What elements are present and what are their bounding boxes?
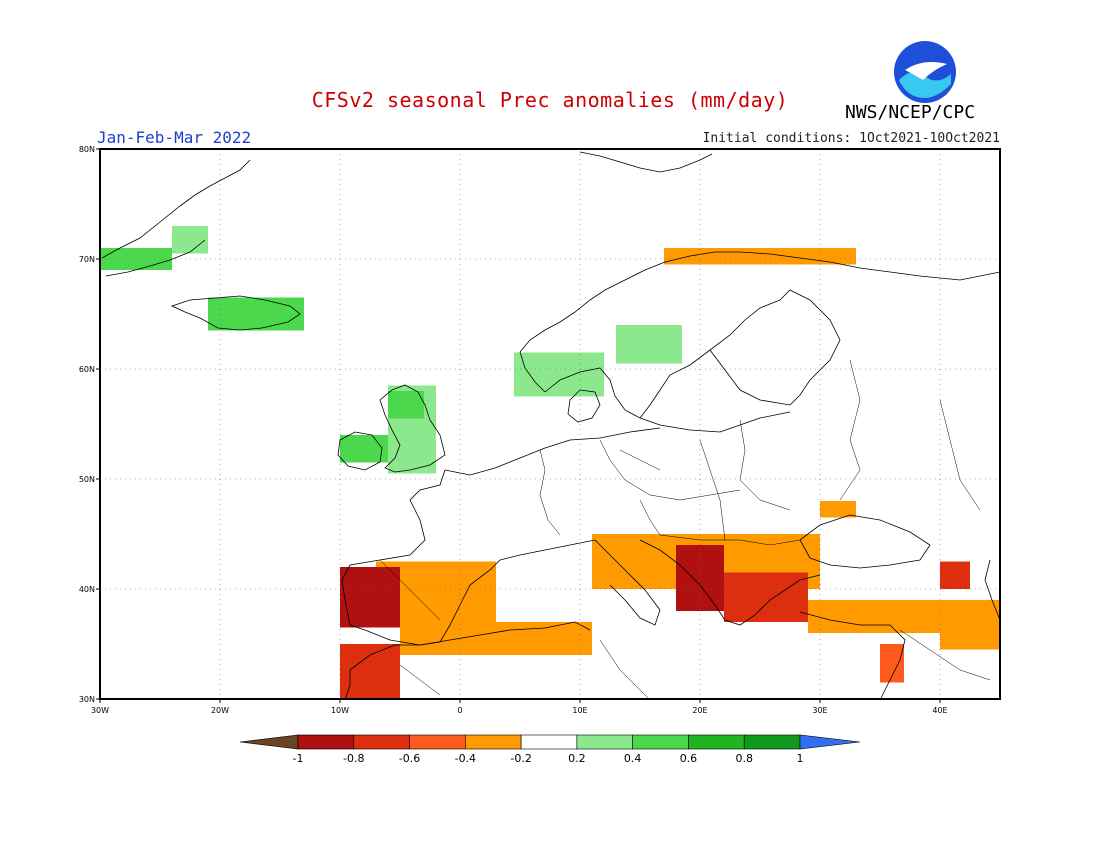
colorbar-label: 0.2 [568, 752, 586, 765]
colorbar-bin [409, 734, 466, 750]
colorbar: -1 -0.8 -0.6 -0.4 -0.2 0.2 0.4 0.6 0.8 1 [239, 734, 861, 765]
colorbar-label: 1 [797, 752, 804, 765]
lat-tick-label: 70N [79, 255, 95, 264]
colorbar-bin [632, 734, 689, 750]
lat-tick-label: 50N [79, 475, 95, 484]
anomaly-iberia-west [340, 567, 400, 628]
map-frame [99, 148, 1001, 700]
lon-tick-label: 0 [457, 706, 462, 715]
colorbar-bin [688, 734, 745, 750]
anomaly-fills [100, 226, 1000, 699]
latitude-ticks: 30N 40N 50N 60N 70N 80N [79, 145, 100, 704]
colorbar-bin [465, 734, 522, 750]
colorbar-above-arrow [799, 734, 861, 750]
anomaly-ireland [340, 435, 388, 463]
anomaly-greenland-east [172, 226, 208, 254]
map-title: CFSv2 seasonal Prec anomalies (mm/day) [311, 88, 789, 112]
anomaly-north-africa [400, 622, 592, 655]
longitude-ticks: 30W 20W 10W 0 10E 20E 30E 40E [91, 699, 948, 715]
colorbar-bin [297, 734, 355, 750]
lon-tick-label: 30W [91, 706, 109, 715]
colorbar-label: 0.6 [680, 752, 698, 765]
anomaly-middle-east-east [940, 622, 1000, 650]
agency-label: NWS/NCEP/CPC [845, 102, 976, 123]
lon-tick-label: 10E [572, 706, 587, 715]
lon-tick-label: 10W [331, 706, 349, 715]
lon-tick-label: 20E [692, 706, 707, 715]
anomaly-caucasus [940, 561, 970, 589]
colorbar-label: -1 [293, 752, 304, 765]
anomaly-iceland [208, 297, 304, 331]
lat-tick-label: 30N [79, 695, 95, 704]
colorbar-bin [353, 734, 410, 750]
anomaly-scotland [388, 391, 424, 419]
coastlines [101, 151, 1001, 701]
lat-tick-label: 80N [79, 145, 95, 154]
colorbar-below-arrow [239, 734, 299, 750]
lat-tick-label: 40N [79, 585, 95, 594]
colorbar-label: -0.6 [399, 752, 420, 765]
noaa-logo-icon [894, 41, 956, 103]
lon-tick-label: 40E [932, 706, 947, 715]
colorbar-label: 0.8 [735, 752, 753, 765]
graticule [100, 149, 1000, 699]
anomaly-aegean [724, 572, 808, 622]
lat-tick-label: 60N [79, 365, 95, 374]
initial-conditions: Initial conditions: 1Oct2021-10Oct2021 [702, 131, 1000, 146]
country-borders [379, 359, 991, 701]
lon-tick-label: 30E [812, 706, 827, 715]
anomaly-morocco [340, 644, 400, 699]
anomaly-black-sea-north [820, 501, 856, 518]
lon-tick-label: 20W [211, 706, 229, 715]
anomaly-sweden-central [616, 325, 682, 364]
colorbar-bin [576, 734, 633, 750]
colorbar-label: -0.8 [343, 752, 364, 765]
colorbar-label: -0.2 [510, 752, 531, 765]
anomaly-norway-south [514, 352, 604, 397]
colorbar-label: 0.4 [624, 752, 642, 765]
forecast-period: Jan-Feb-Mar 2022 [97, 128, 252, 147]
colorbar-bin [743, 734, 801, 750]
colorbar-label: -0.4 [455, 752, 476, 765]
colorbar-bin [520, 734, 578, 750]
